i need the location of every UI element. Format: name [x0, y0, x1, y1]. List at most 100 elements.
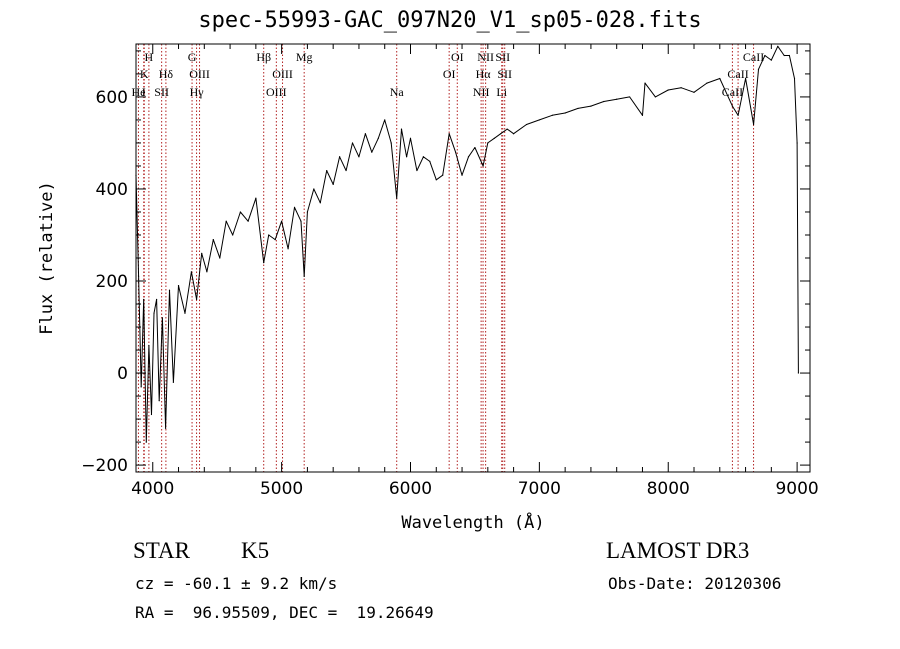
line-marker-label: Na	[390, 85, 405, 99]
ticks-layer: 4000 5000 6000 7000 8000 9000 −200 0 200 400 600	[81, 44, 819, 499]
x-tick-label: 7000	[518, 479, 561, 499]
spectrum-point	[377, 137, 379, 139]
spectrum-point	[628, 96, 631, 98]
x-tick-label: 8000	[647, 479, 690, 499]
spectrum-point	[400, 128, 403, 130]
x-tick-label: 4000	[131, 479, 174, 499]
x-tick-label: 9000	[775, 479, 818, 499]
line-marker-label: Hγ	[190, 85, 205, 99]
spectrum-layer	[135, 45, 800, 443]
spectrum-point	[538, 119, 540, 121]
x-axis-label: Wavelength (Å)	[401, 511, 544, 533]
spectrum-point	[641, 114, 644, 116]
line-marker-label: He	[131, 85, 145, 99]
spectrum-point	[719, 77, 721, 80]
spectrum-point	[390, 142, 392, 144]
spectrum-point	[793, 77, 796, 80]
object-subclass: K5	[241, 538, 270, 563]
spectrum-point	[500, 133, 502, 135]
spectrum-point	[143, 298, 145, 301]
spectrum-point	[474, 146, 476, 149]
spectrum-point	[416, 169, 418, 172]
line-marker-label: NII	[477, 50, 494, 64]
spectrum-point	[482, 165, 484, 167]
spectrum-point	[680, 87, 682, 89]
spectrum-point	[442, 174, 444, 176]
x-tick-label: 5000	[260, 479, 303, 499]
line-marker-label: OIII	[266, 85, 287, 99]
spectrum-point	[467, 156, 470, 158]
spectrum-point	[274, 238, 276, 241]
spectrum-point	[512, 133, 515, 135]
redshift-velocity: cz = -60.1 ± 9.2 km/s	[135, 574, 338, 593]
spectrum-point	[156, 298, 158, 301]
line-marker-label: Hα	[476, 67, 492, 81]
line-marker-label: Li	[496, 85, 507, 99]
spectrum-point	[564, 112, 566, 114]
spectrum-point	[137, 275, 140, 278]
line-marker-label: OIII	[272, 67, 293, 81]
spectrum-point	[487, 142, 489, 144]
spectrum-point	[140, 386, 142, 388]
survey-name: LAMOST DR3	[606, 538, 750, 563]
spectrum-point	[435, 179, 437, 181]
line-marker-label: I	[142, 85, 146, 99]
spectrum-point	[158, 400, 160, 402]
spectrum-point	[287, 248, 289, 250]
spectrum-point	[364, 133, 366, 135]
spectrum-point	[731, 105, 734, 107]
spectrum-point	[693, 91, 695, 93]
spectrum-point	[752, 123, 755, 126]
spectrum-point	[300, 220, 302, 222]
spectrum-point	[225, 220, 227, 222]
spectrum-point	[744, 77, 747, 80]
spectrum-point	[268, 234, 270, 236]
line-marker-label: G	[188, 50, 197, 64]
spectrum-point	[706, 82, 708, 84]
y-tick-label: 600	[96, 88, 128, 108]
spectrum-point	[506, 128, 508, 130]
y-tick-label: 400	[96, 180, 128, 200]
spectrum-point	[201, 252, 203, 254]
line-marker-label: Hβ	[256, 50, 271, 64]
spectrum-point	[644, 82, 646, 84]
spectrum-point	[239, 211, 241, 213]
line-marker-label: OIII	[189, 67, 210, 81]
spectrum-point	[788, 54, 790, 57]
spectrum-point	[255, 197, 257, 199]
line-marker-label: H	[145, 50, 154, 64]
spectrum-point	[219, 257, 221, 259]
y-tick-label: 0	[117, 364, 128, 384]
spectrum-point	[148, 344, 150, 347]
spectrum-point	[195, 298, 198, 301]
spectrum-point	[212, 238, 214, 241]
spectrum-point	[190, 271, 193, 273]
spectrum-point	[461, 174, 463, 176]
line-marker-label: CaII	[722, 85, 743, 99]
line-marker-label: K	[140, 67, 149, 81]
spectrum-point	[770, 59, 772, 61]
spectrum-point	[247, 220, 249, 222]
spectrum-point	[654, 96, 656, 98]
spectrum-point	[777, 45, 779, 47]
observation-date: Obs-Date: 20120306	[608, 574, 782, 593]
spectrum-point	[263, 262, 265, 264]
line-marker-label: Hδ	[159, 67, 174, 81]
spectrum-point	[303, 275, 305, 278]
spectrum-point	[145, 441, 147, 443]
spectrum-point	[551, 114, 553, 116]
spectrum-point	[345, 169, 347, 172]
spectrum-point	[448, 133, 450, 135]
spectrum-point	[667, 89, 669, 91]
x-tick-label: 6000	[389, 479, 432, 499]
line-marker-label: OI	[443, 67, 456, 81]
spectrum-point	[339, 156, 341, 158]
line-marker-label: Mg	[296, 50, 313, 64]
spectrum-point	[493, 137, 495, 139]
spectrum-point	[783, 54, 785, 57]
spectrum-point	[232, 234, 234, 236]
spectrum-series-line	[135, 45, 799, 443]
spectrum-point	[737, 114, 739, 116]
spectrum-point	[206, 271, 208, 273]
